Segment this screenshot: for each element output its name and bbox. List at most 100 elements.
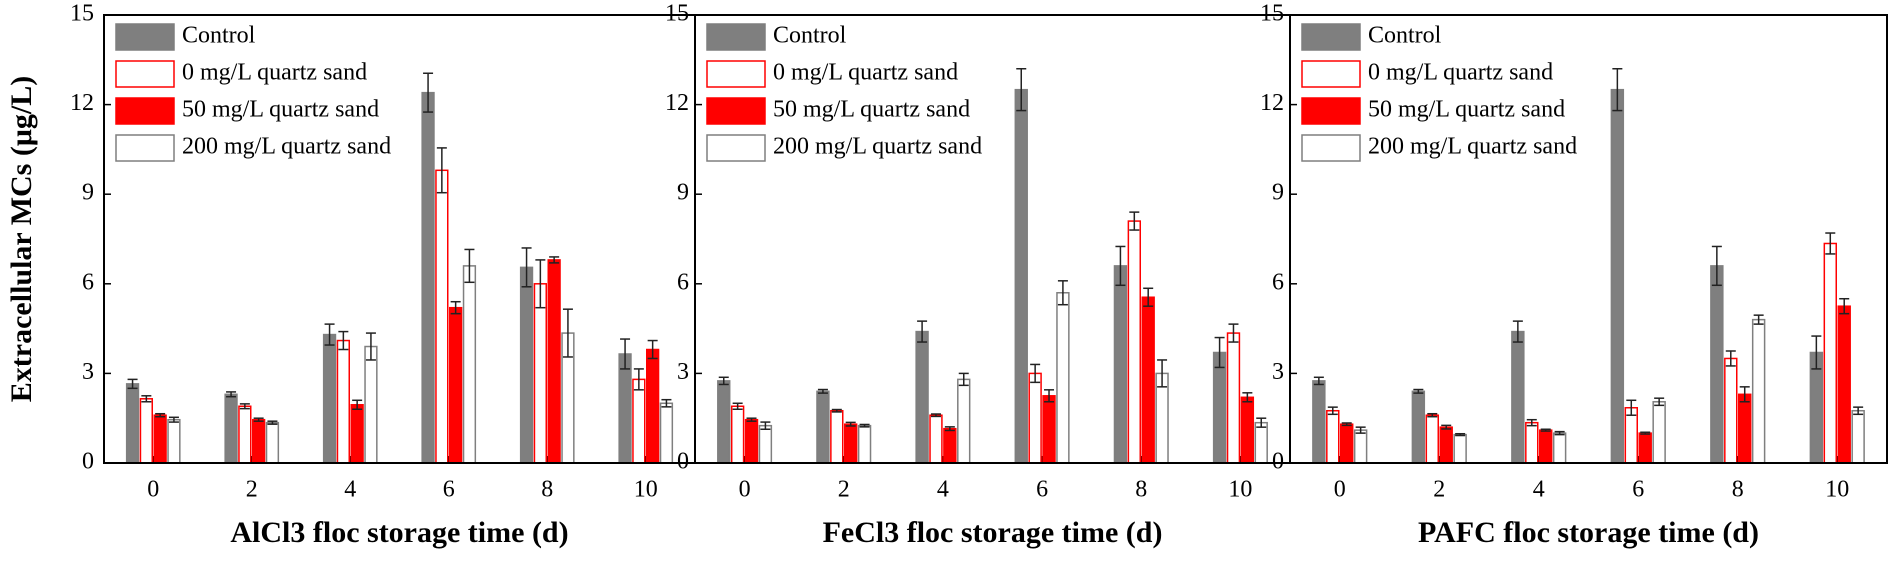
bar: [1710, 265, 1724, 464]
error-bar: [1242, 392, 1253, 403]
bar: [1738, 393, 1752, 464]
legend-swatch: [706, 60, 766, 88]
bar: [265, 421, 280, 464]
bar: [519, 266, 534, 464]
legend-label: 50 mg/L quartz sand: [1368, 97, 1565, 123]
error-bar: [1654, 397, 1665, 407]
x-tick-label: 4: [1533, 477, 1545, 503]
error-bar: [549, 256, 560, 264]
bar: [857, 424, 872, 464]
bar: [1624, 406, 1638, 464]
bar: [1525, 421, 1539, 464]
error-bar: [1825, 232, 1836, 255]
error-bar: [845, 421, 856, 427]
error-bar: [732, 402, 743, 410]
bar: [830, 409, 844, 464]
error-bar: [1030, 363, 1041, 384]
legend-label: 0 mg/L quartz sand: [1368, 60, 1553, 86]
y-tick-label: 9: [677, 180, 689, 206]
error-bar: [267, 420, 278, 425]
bar: [449, 306, 463, 464]
bar: [1326, 409, 1340, 464]
y-tick-label: 6: [1272, 269, 1284, 295]
error-bar: [1157, 359, 1168, 388]
y-tick-label: 12: [70, 90, 94, 116]
bar: [816, 390, 830, 464]
bar: [1340, 423, 1354, 464]
x-tick-label: 8: [1135, 477, 1147, 503]
y-tick-label: 0: [1272, 449, 1284, 475]
bar: [1425, 414, 1439, 464]
bar: [758, 424, 773, 464]
error-bar: [1341, 422, 1352, 427]
bar: [1552, 432, 1567, 464]
x-axis-label: PAFC floc storage time (d): [1418, 516, 1759, 549]
bar: [1113, 265, 1128, 464]
bar: [238, 405, 252, 464]
error-bar: [521, 247, 532, 288]
bar: [1837, 305, 1851, 464]
bar: [957, 378, 971, 464]
bar: [1212, 351, 1227, 464]
error-bar: [168, 416, 179, 423]
error-bar: [1811, 335, 1822, 370]
error-bar: [1413, 388, 1424, 394]
bar: [618, 353, 632, 464]
y-tick-label: 9: [1272, 180, 1284, 206]
error-bar: [239, 403, 250, 410]
error-bar: [1753, 314, 1764, 325]
error-bar: [647, 339, 658, 360]
error-bar: [338, 330, 349, 351]
legend-swatch: [706, 23, 766, 51]
bar: [1042, 395, 1056, 464]
error-bar: [1853, 406, 1864, 416]
bar: [224, 393, 238, 464]
error-bar: [1711, 245, 1722, 287]
legend-swatch: [1301, 23, 1361, 51]
bar: [744, 418, 759, 464]
legend-swatch: [706, 97, 766, 125]
bar: [435, 169, 449, 464]
legend-label: 50 mg/L quartz sand: [182, 97, 379, 123]
error-bar: [1327, 406, 1338, 416]
x-tick-label: 2: [838, 477, 850, 503]
x-tick-label: 0: [147, 477, 159, 503]
error-bar: [253, 417, 264, 422]
legend-label: 0 mg/L quartz sand: [773, 60, 958, 86]
y-axis-label: Extracellular MCs (μg/L): [5, 76, 38, 402]
error-bar: [817, 388, 828, 394]
error-bar: [1143, 287, 1154, 307]
error-bar: [1016, 68, 1027, 112]
bar: [1539, 429, 1553, 464]
bar: [1312, 380, 1326, 464]
error-bar: [464, 248, 475, 284]
y-tick-label: 3: [82, 359, 94, 385]
error-bar: [324, 323, 335, 346]
bar: [659, 402, 674, 464]
error-bar: [1554, 430, 1565, 436]
legend-swatch: [1301, 97, 1361, 125]
error-bar: [226, 391, 237, 398]
bar: [1851, 409, 1865, 464]
error-bar: [1540, 428, 1551, 432]
bar: [1254, 421, 1268, 464]
x-tick-label: 2: [246, 477, 258, 503]
y-tick-label: 6: [677, 269, 689, 295]
y-tick-label: 0: [677, 449, 689, 475]
error-bar: [661, 398, 672, 408]
bar: [125, 383, 140, 464]
bar: [844, 423, 858, 464]
error-bar: [1228, 323, 1239, 343]
x-tick-label: 4: [344, 477, 356, 503]
error-bar: [1612, 68, 1623, 112]
error-bar: [958, 372, 969, 387]
legend-label: Control: [1368, 23, 1442, 49]
error-bar: [1839, 297, 1850, 315]
error-bar: [436, 147, 447, 194]
error-bar: [1313, 376, 1324, 386]
plot-frame: [1289, 14, 1888, 464]
bar: [646, 348, 660, 464]
x-tick-label: 8: [1732, 477, 1744, 503]
bar: [1724, 357, 1738, 464]
bar: [462, 265, 477, 464]
